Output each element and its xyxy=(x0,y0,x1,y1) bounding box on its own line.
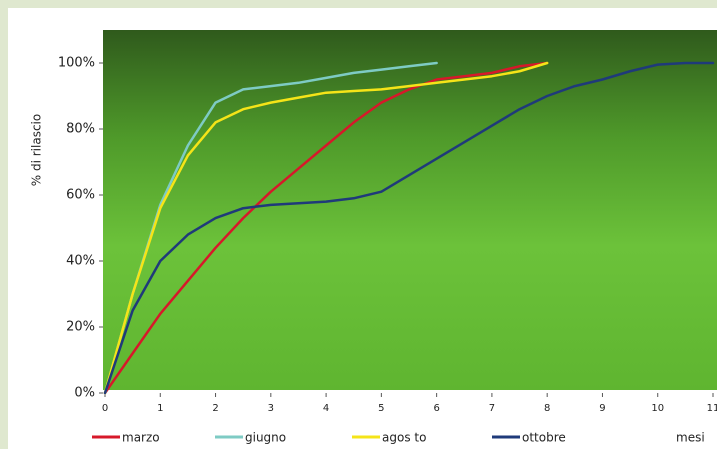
legend-label: marzo xyxy=(122,431,160,445)
plot-background xyxy=(103,30,717,390)
x-tick-label: 1 xyxy=(157,403,163,414)
y-tick-label: 40% xyxy=(66,254,95,269)
x-tick-label: 6 xyxy=(433,403,439,414)
x-tick-label: 11 xyxy=(707,403,717,414)
x-axis-label: mesi xyxy=(676,431,705,445)
x-tick-label: 4 xyxy=(323,403,329,414)
legend-label: giugno xyxy=(245,431,286,445)
y-tick-label: 60% xyxy=(66,188,95,203)
x-tick-label: 7 xyxy=(489,403,495,414)
x-tick-label: 0 xyxy=(102,403,108,414)
x-tick-label: 9 xyxy=(599,403,605,414)
y-axis-label: % di rilascio xyxy=(30,114,44,186)
y-tick-label: 100% xyxy=(58,56,95,71)
chart: % di rilascio mesi 0% 20% 40% 60% 80% 100% 0 1 2… xyxy=(0,0,717,449)
x-tick-label: 3 xyxy=(268,403,274,414)
x-tick-label: 5 xyxy=(378,403,384,414)
x-tick-label: 8 xyxy=(544,403,550,414)
y-tick-label: 20% xyxy=(66,320,95,335)
legend-label: agos to xyxy=(382,431,426,445)
y-tick-label: 0% xyxy=(74,386,95,401)
x-tick-label: 10 xyxy=(651,403,664,414)
y-tick-label: 80% xyxy=(66,122,95,137)
x-tick-label: 2 xyxy=(212,403,218,414)
legend-label: ottobre xyxy=(522,431,566,445)
